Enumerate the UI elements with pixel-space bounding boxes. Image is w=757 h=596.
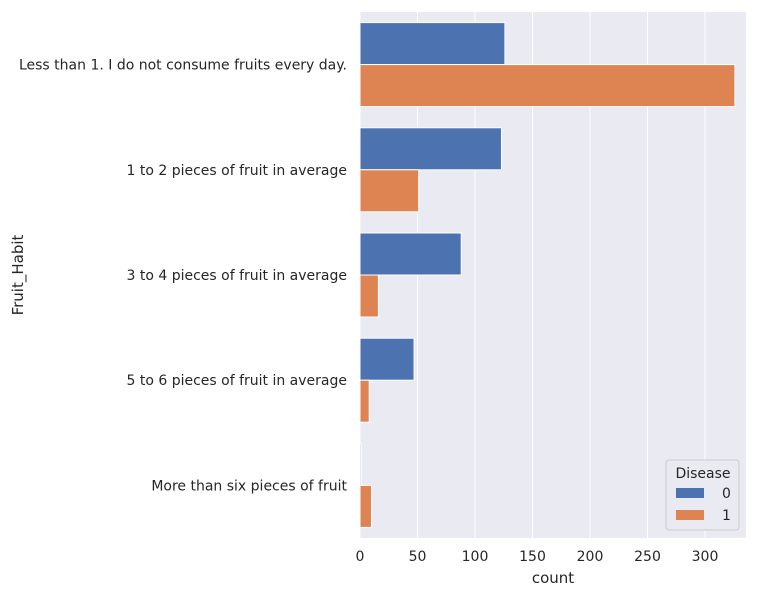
bar-1-0 (359, 64, 736, 108)
legend-label-1: 1 (722, 508, 731, 524)
bar-1-2 (359, 274, 379, 318)
bar-1-4 (359, 484, 372, 528)
x-tick-labels: 0 50 100 150 200 250 300 (356, 549, 719, 565)
bar-0-4 (359, 442, 362, 486)
x-tick-label: 250 (634, 549, 661, 565)
bars (359, 22, 736, 528)
legend-title: Disease (675, 466, 730, 482)
y-tick-label: Less than 1. I do not consume fruits eve… (19, 58, 347, 74)
x-tick-label: 200 (577, 549, 604, 565)
y-tick-labels: Less than 1. I do not consume fruits eve… (19, 58, 348, 495)
y-tick-label: 1 to 2 pieces of fruit in average (126, 163, 347, 179)
legend-label-0: 0 (722, 486, 731, 502)
bar-0-2 (359, 232, 462, 276)
y-tick-label: More than six pieces of fruit (151, 478, 347, 494)
x-tick-label: 100 (462, 549, 489, 565)
y-axis-title: Fruit_Habit (9, 234, 28, 315)
bar-1-3 (359, 379, 370, 423)
x-tick-label: 150 (519, 549, 546, 565)
bar-1-1 (359, 169, 420, 213)
legend-entries: 01 (676, 486, 731, 524)
x-tick-label: 0 (356, 549, 365, 565)
x-tick-label: 50 (409, 549, 427, 565)
bar-0-0 (359, 22, 506, 66)
legend-swatch-0 (676, 488, 704, 498)
bar-0-1 (359, 127, 502, 171)
y-tick-label: 5 to 6 pieces of fruit in average (126, 373, 347, 389)
x-tick-label: 300 (692, 549, 719, 565)
bar-0-3 (359, 337, 415, 381)
y-tick-label: 3 to 4 pieces of fruit in average (126, 268, 347, 284)
x-axis-title: count (532, 569, 574, 587)
legend-swatch-1 (676, 510, 704, 520)
legend: Disease 01 (665, 459, 740, 531)
